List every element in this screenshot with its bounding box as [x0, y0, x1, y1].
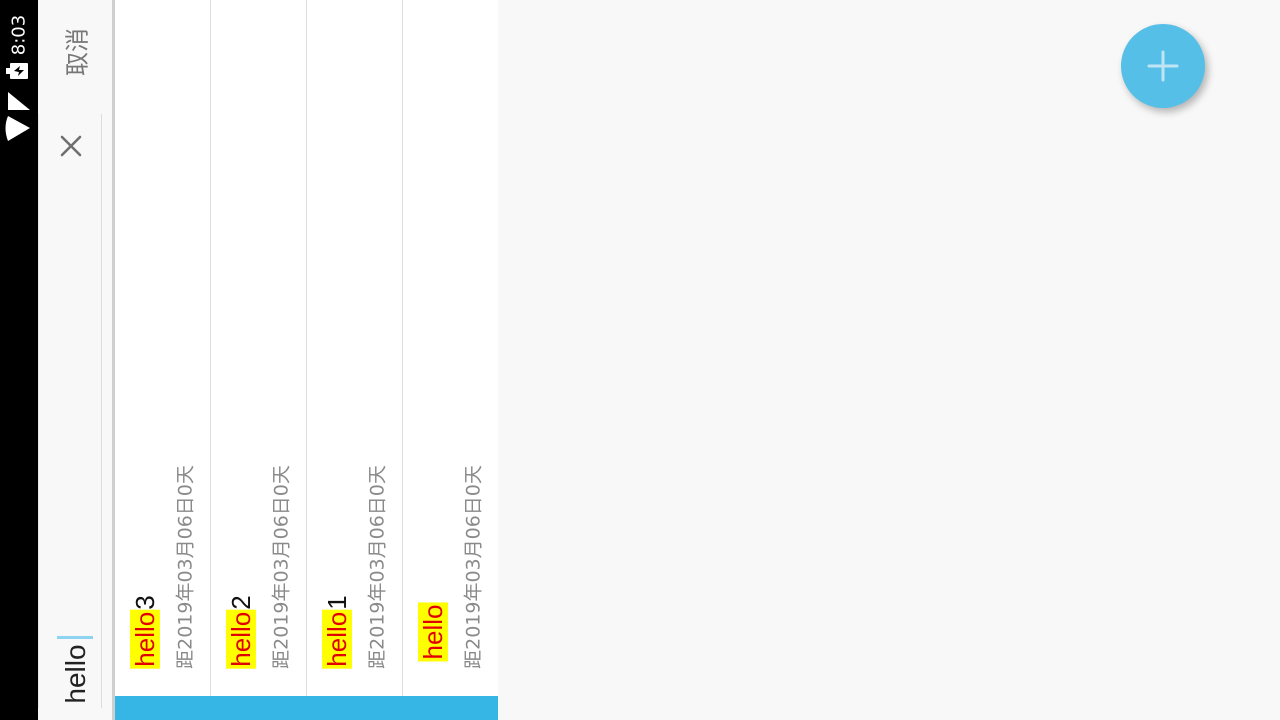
highlight-match: hello: [322, 609, 352, 669]
list-item[interactable]: hello 距2019年03月06日0天: [403, 0, 499, 696]
highlight-match: hello: [418, 602, 448, 662]
highlight-match: hello: [226, 609, 256, 669]
search-query[interactable]: hello: [60, 644, 91, 704]
item-subtitle: 距2019年03月06日0天: [174, 465, 197, 669]
search-underline: [101, 114, 102, 708]
cancel-label: 取消: [63, 28, 92, 76]
title-rest: 1: [322, 595, 352, 610]
list-item[interactable]: hello3 距2019年03月06日0天: [115, 0, 211, 696]
plus-icon: [1147, 50, 1179, 82]
item-title: hello3: [125, 590, 165, 674]
title-rest: 2: [226, 595, 256, 610]
accent-bar: [115, 696, 498, 720]
item-subtitle: 距2019年03月06日0天: [270, 465, 293, 669]
highlight-match: hello: [130, 609, 160, 669]
item-title: hello1: [317, 590, 357, 674]
list-item[interactable]: hello2 距2019年03月06日0天: [211, 0, 307, 696]
item-title: hello2: [221, 590, 261, 674]
search-bar: 取消 hello: [38, 0, 112, 720]
item-subtitle: 距2019年03月06日0天: [462, 465, 485, 669]
add-button[interactable]: [1121, 24, 1205, 108]
signal-icon: [8, 92, 30, 110]
results-list: hello3 距2019年03月06日0天 hello2 距2019年03月06…: [112, 0, 498, 720]
battery-charging-icon: [6, 63, 28, 79]
title-rest: 3: [130, 595, 160, 610]
item-title: hello: [413, 590, 453, 674]
wifi-icon: [5, 116, 30, 141]
status-bar: 8:03: [0, 0, 38, 720]
item-subtitle: 距2019年03月06日0天: [366, 465, 389, 669]
cancel-button[interactable]: 取消: [38, 0, 112, 104]
text-cursor: [57, 636, 93, 639]
list-item[interactable]: hello1 距2019年03月06日0天: [307, 0, 403, 696]
close-icon: [60, 135, 82, 157]
search-input[interactable]: hello: [38, 114, 102, 708]
clear-search-button[interactable]: [51, 126, 91, 166]
